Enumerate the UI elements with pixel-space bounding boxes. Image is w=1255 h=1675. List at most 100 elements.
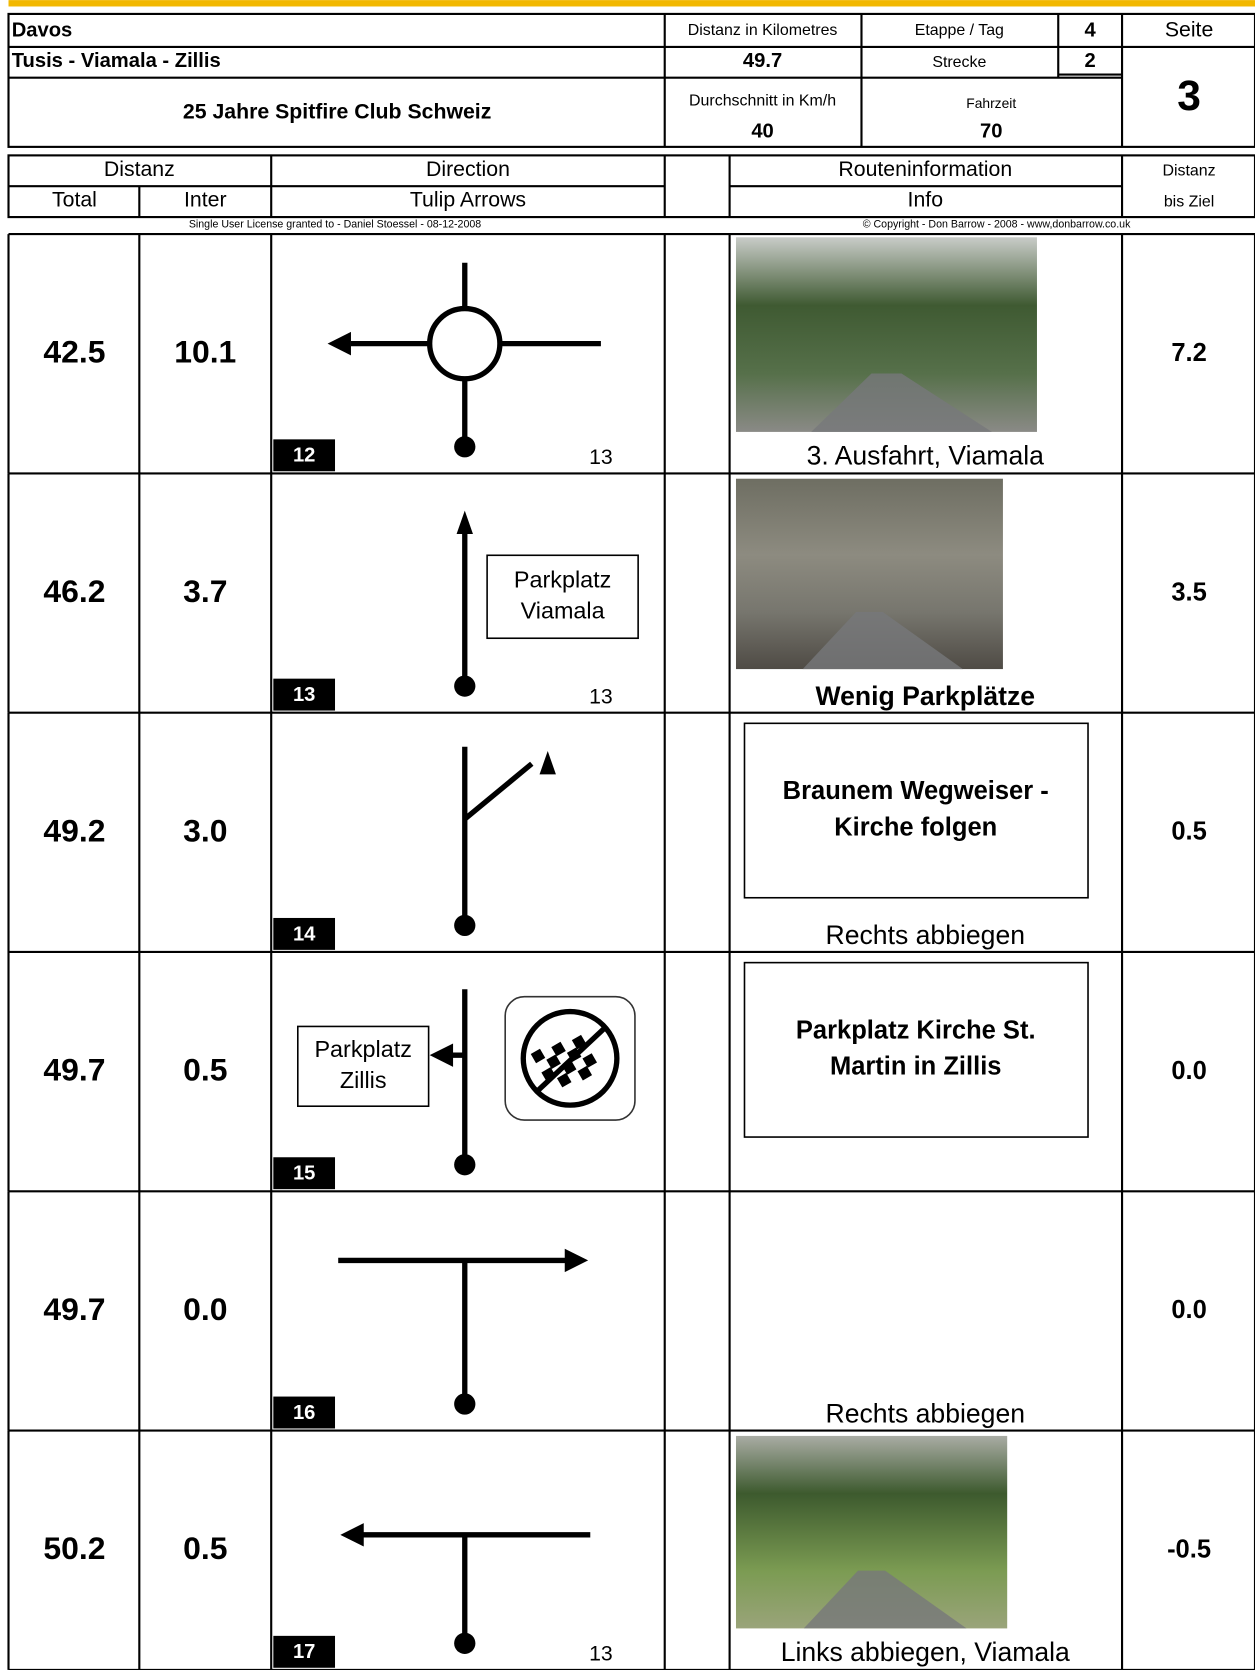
ref-number: 13 <box>589 684 613 708</box>
photo-road <box>802 611 963 670</box>
flag-square <box>551 1041 566 1057</box>
caption: Links abbiegen, Viamala <box>781 1637 1070 1667</box>
photo-road <box>803 1570 967 1629</box>
number-box <box>273 1635 336 1668</box>
start-dot <box>454 914 476 937</box>
remaining: -0.5 <box>1167 1536 1211 1564</box>
inter: 10.1 <box>174 334 236 370</box>
number-box <box>273 439 336 472</box>
caption: Rechts abbiegen <box>826 920 1025 950</box>
flag-square <box>546 1054 561 1069</box>
sign-text: Viamala <box>521 597 605 623</box>
col-tulip: Tulip Arrows <box>410 188 526 212</box>
distanz-label: Distanz in Kilometres <box>688 22 838 39</box>
col-distanz: Distanz <box>104 157 175 181</box>
durchschnitt-label: Durchschnitt in Km/h <box>689 92 836 109</box>
etappe-label: Etappe / Tag <box>915 22 1004 39</box>
row-number: 17 <box>293 1641 315 1663</box>
row-number: 12 <box>293 445 315 467</box>
number-box <box>273 1157 336 1190</box>
arrow-head <box>564 1248 589 1273</box>
caption: Rechts abbiegen <box>826 1399 1025 1429</box>
rows: 42.5 10.1 7.2 12 13 3. Ausfahrt, Viamala 46.2 3… <box>7 233 1255 1671</box>
ref-number: 13 <box>589 445 613 469</box>
start-dot <box>454 436 476 458</box>
license: Single User License granted to - Daniel … <box>189 218 481 230</box>
remaining: 7.2 <box>1171 339 1206 367</box>
fahrzeit-value: 70 <box>980 120 1002 142</box>
event: 25 Jahre Spitfire Club Schweiz <box>183 99 491 123</box>
durchschnitt-value: 40 <box>751 120 773 142</box>
total: 49.7 <box>43 1052 105 1088</box>
roundabout <box>427 305 503 382</box>
strecke-value: 2 <box>1085 50 1096 72</box>
inter: 3.0 <box>183 812 227 848</box>
road <box>536 1026 606 1093</box>
info-box <box>743 961 1089 1138</box>
distanz-value: 49.7 <box>743 50 782 72</box>
col-info: Info <box>908 188 943 212</box>
number-box <box>273 917 336 950</box>
number-box <box>273 1396 336 1429</box>
total: 49.2 <box>43 812 105 848</box>
seite-label: Seite <box>1165 18 1213 42</box>
row-number: 15 <box>293 1163 315 1185</box>
flag-square <box>582 1053 597 1068</box>
col-inter: Inter <box>184 188 227 212</box>
ref-number: 13 <box>589 1642 613 1666</box>
remaining: 0.5 <box>1171 818 1206 846</box>
number-box <box>273 678 336 711</box>
row-number: 13 <box>293 684 315 706</box>
seite-value: 3 <box>1177 72 1201 120</box>
inter: 0.0 <box>183 1291 227 1327</box>
remaining: 0.0 <box>1171 1057 1206 1085</box>
sign-text: Parkplatz <box>314 1036 411 1062</box>
arrow-head <box>539 750 556 775</box>
sign-text: Parkplatz <box>514 567 611 593</box>
inter: 3.7 <box>183 573 227 609</box>
caption: 3. Ausfahrt, Viamala <box>807 440 1045 470</box>
start-dot <box>454 1154 476 1176</box>
inter: 0.5 <box>183 1052 227 1088</box>
total: 46.2 <box>43 573 105 609</box>
arrow-head <box>340 1523 364 1547</box>
info-box-text: Martin in Zillis <box>830 1053 1002 1081</box>
sign-text: Zillis <box>340 1067 387 1093</box>
inter: 0.5 <box>183 1530 227 1566</box>
sign-box <box>296 1025 430 1108</box>
row-number: 14 <box>293 923 316 945</box>
finish-ring <box>520 1008 620 1108</box>
sign-box <box>486 554 639 640</box>
top-bar <box>8 0 1255 7</box>
road <box>463 761 534 822</box>
photo-road <box>811 373 992 432</box>
strecke-label: Strecke <box>932 54 986 71</box>
caption: Wenig Parkplätze <box>815 681 1035 711</box>
fahrzeit-label: Fahrzeit <box>966 95 1016 111</box>
info-box-text: Parkplatz Kirche St. <box>796 1016 1036 1044</box>
etappe-value: 4 <box>1085 19 1097 41</box>
col-routeninfo: Routeninformation <box>838 157 1012 181</box>
total: 50.2 <box>43 1530 105 1566</box>
flag-square <box>577 1065 593 1081</box>
col-direction: Direction <box>426 157 510 181</box>
total: 49.7 <box>43 1291 105 1327</box>
info-box-text: Braunem Wegweiser - <box>783 777 1049 805</box>
row-number: 16 <box>293 1402 315 1424</box>
info-box-text: Kirche folgen <box>834 813 997 841</box>
flag-square <box>530 1048 546 1064</box>
header-grid <box>7 12 1255 219</box>
arrow-head <box>327 331 351 356</box>
col-bis-ziel: bis Ziel <box>1164 193 1214 210</box>
remaining: 0.0 <box>1171 1296 1206 1324</box>
route: Tusis - Viamala - Zillis <box>12 50 221 72</box>
start-dot <box>454 1393 476 1415</box>
start-dot <box>454 1632 476 1654</box>
flag-square <box>556 1072 572 1088</box>
remaining: 3.5 <box>1171 578 1206 606</box>
col-total: Total <box>52 188 97 212</box>
arrow-head <box>456 510 473 535</box>
start-dot <box>454 675 476 697</box>
